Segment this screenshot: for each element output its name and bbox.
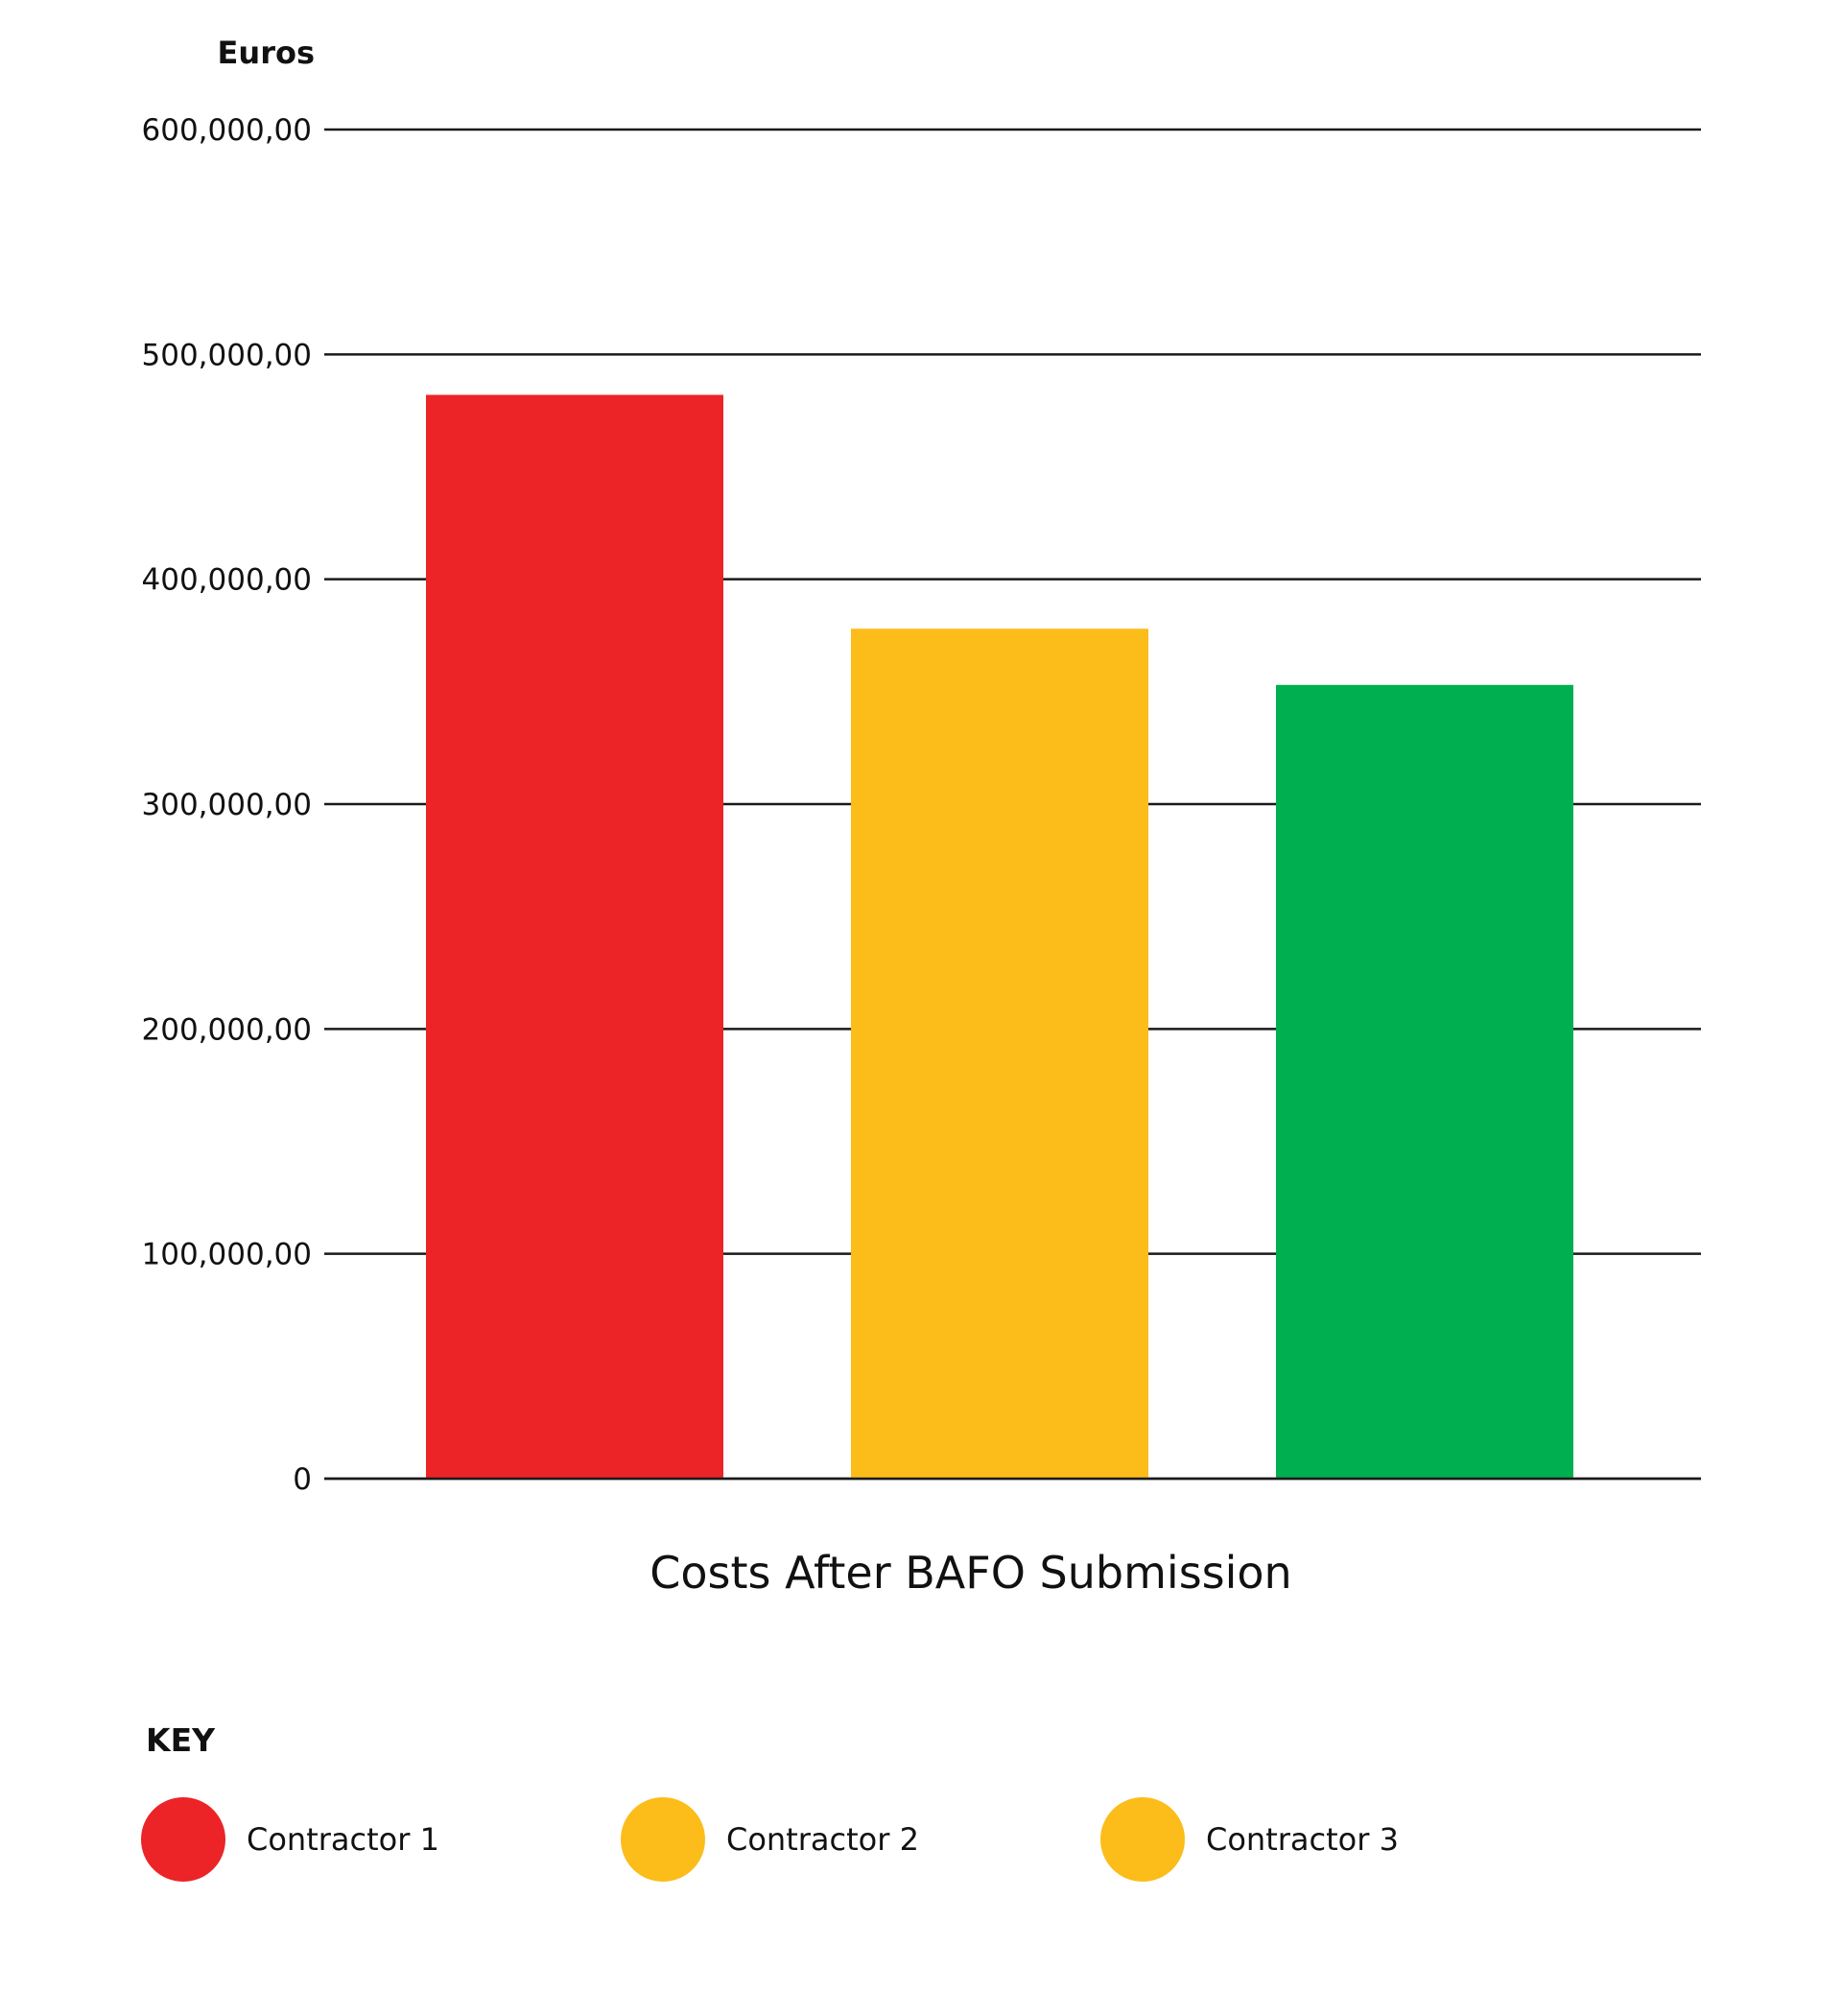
bars [324,394,1701,1481]
y-axis-title: Euros [218,35,315,71]
legend-label: Contractor 1 [247,1821,439,1858]
legend-label: Contractor 3 [1206,1821,1399,1858]
legend-swatch [1100,1797,1185,1882]
bar-contractor-2 [851,629,1148,1479]
x-axis-title: Costs After BAFO Submission [649,1547,1291,1599]
y-tick-label: 0 [293,1462,312,1497]
y-tick-label: 100,000,00 [142,1238,313,1272]
legend-swatch [141,1797,225,1882]
bar-contractor-3 [1276,684,1573,1479]
y-tick-label: 500,000,00 [142,338,313,372]
y-tick-label: 300,000,00 [142,788,313,822]
legend-swatch [621,1797,705,1882]
legend: KEY Contractor 1 Contractor 2 Contractor 3 [141,1721,1399,1882]
y-tick-label: 200,000,00 [142,1012,313,1047]
y-axis: Euros 0 100,000,00 200,000,00 300,000,00 400… [142,35,316,1497]
legend-label: Contractor 2 [726,1821,919,1858]
bar-contractor-1 [426,394,723,1480]
y-tick-label: 600,000,00 [142,113,313,148]
legend-title: KEY [146,1721,216,1759]
y-tick-label: 400,000,00 [142,563,313,598]
